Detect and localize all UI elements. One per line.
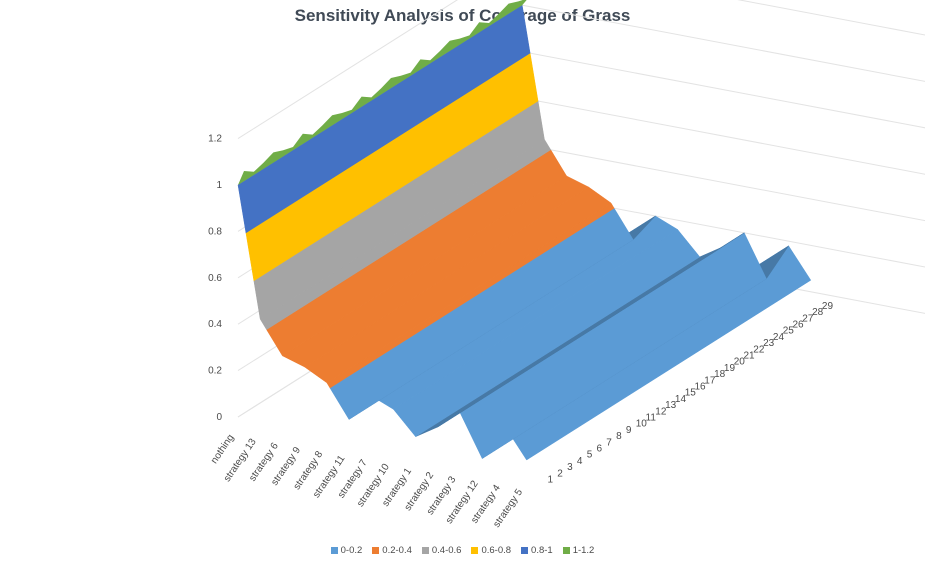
chart-title: Sensitivity Analysis of Coverage of Gras… [294, 6, 631, 25]
legend-swatch [421, 547, 429, 554]
gridline [237, 0, 925, 140]
depth-tick-label: 27 [802, 313, 814, 324]
y-tick-label: 0.4 [208, 319, 222, 330]
depth-tick-label: 7 [606, 437, 612, 448]
depth-tick-label: 2 [557, 468, 563, 479]
legend-item: 1-1.2 [562, 545, 595, 556]
depth-tick-label: 5 [587, 450, 593, 461]
y-tick-label: 1.2 [208, 134, 222, 145]
depth-tick-label: 10 [636, 419, 648, 430]
depth-tick-label: 18 [714, 369, 726, 380]
legend-label: 1-1.2 [572, 545, 595, 556]
depth-tick-label: 1 [548, 475, 554, 486]
depth-tick-label: 17 [704, 375, 716, 386]
depth-tick-label: 14 [675, 394, 687, 405]
legend-label: 0.8-1 [531, 545, 553, 556]
legend-swatch [521, 547, 529, 554]
depth-tick-label: 23 [763, 338, 775, 349]
legend-label: 0.2-0.4 [382, 545, 412, 556]
y-tick-label: 0 [216, 412, 222, 423]
depth-tick-label: 13 [665, 400, 677, 411]
depth-tick-label: 21 [744, 351, 756, 362]
depth-tick-label: 25 [783, 326, 795, 337]
y-tick-label: 0.2 [208, 366, 222, 377]
depth-tick-label: 12 [655, 406, 667, 417]
legend-label: 0.6-0.8 [481, 545, 512, 556]
legend-item: 0.8-1 [521, 545, 553, 556]
depth-tick-label: 26 [793, 320, 805, 331]
depth-tick-label: 28 [812, 307, 824, 318]
depth-tick-label: 19 [724, 363, 736, 374]
y-tick-label: 0.8 [208, 226, 222, 237]
depth-tick-label: 22 [753, 344, 765, 355]
depth-tick-label: 9 [626, 425, 632, 436]
depth-tick-label: 11 [646, 413, 657, 424]
y-tick-label: 1 [216, 180, 222, 191]
legend-item: 0-0.2 [330, 545, 363, 556]
legend-swatch [562, 547, 570, 554]
depth-tick-label: 3 [567, 462, 573, 473]
depth-tick-label: 6 [597, 444, 603, 455]
depth-tick-label: 29 [822, 301, 834, 312]
depth-tick-label: 8 [616, 431, 622, 442]
legend-item: 0.4-0.6 [421, 545, 462, 556]
legend-item: 0.2-0.4 [372, 545, 412, 556]
legend-label: 0.4-0.6 [431, 545, 462, 556]
depth-tick-label: 24 [773, 332, 785, 343]
surface-crest [238, 0, 527, 185]
surface [237, 0, 812, 461]
legend-swatch [471, 547, 479, 554]
y-tick-label: 0.6 [208, 273, 222, 284]
depth-tick-label: 16 [695, 382, 707, 393]
legend-item: 0.6-0.8 [471, 545, 511, 556]
legend: 0-0.2 0.2-0.4 0.4-0.6 0.6-0.8 0.8-1 1-1.2 [0, 545, 925, 556]
depth-tick-label: 4 [577, 456, 583, 467]
depth-tick-label: 15 [685, 388, 697, 399]
legend-label: 0-0.2 [340, 545, 363, 556]
legend-swatch [330, 547, 338, 554]
depth-tick-label: 20 [734, 357, 746, 368]
depth-axis-labels: 1234567891011121314151617181920212223242… [548, 301, 834, 486]
legend-swatch [372, 547, 380, 554]
